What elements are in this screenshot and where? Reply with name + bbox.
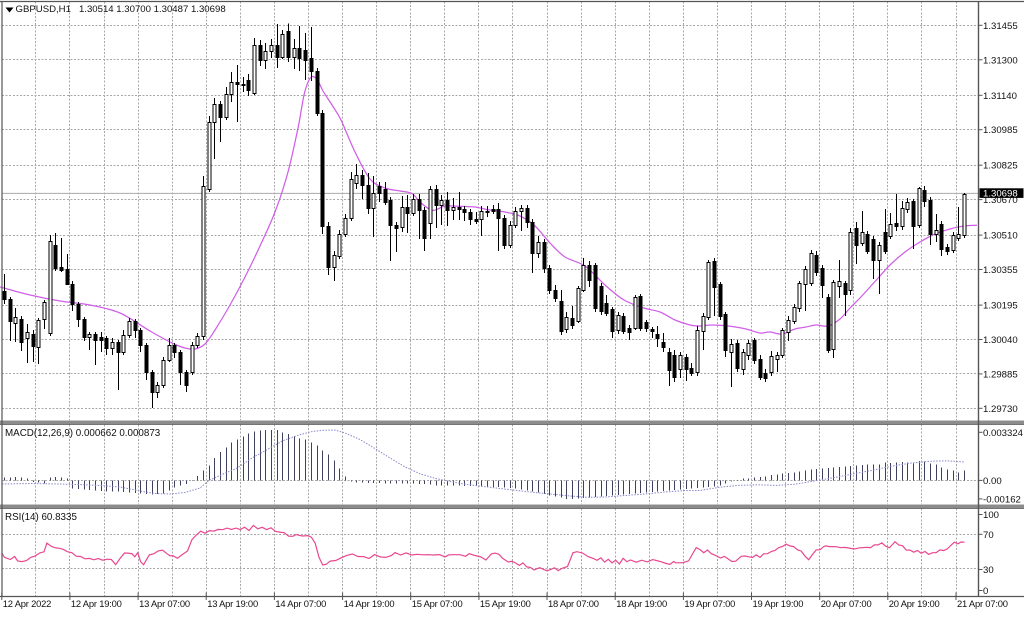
svg-text:12 Apr 19:00: 12 Apr 19:00: [71, 598, 122, 609]
svg-text:RSI(14) 60.8335: RSI(14) 60.8335: [5, 512, 77, 523]
svg-text:13 Apr 07:00: 13 Apr 07:00: [139, 598, 190, 609]
svg-text:70: 70: [983, 530, 994, 541]
svg-text:1.30825: 1.30825: [983, 161, 1018, 172]
svg-text:15 Apr 07:00: 15 Apr 07:00: [412, 598, 463, 609]
svg-text:0.003324: 0.003324: [983, 428, 1024, 439]
svg-text:GBPUSD,H1 1.30514 1.30700 1.: GBPUSD,H1 1.30514 1.30700 1.30487 1.3069…: [16, 4, 226, 15]
svg-text:12 Apr 2022: 12 Apr 2022: [3, 598, 51, 609]
svg-text:1.30355: 1.30355: [983, 265, 1018, 276]
svg-text:14 Apr 07:00: 14 Apr 07:00: [275, 598, 326, 609]
svg-text:14 Apr 19:00: 14 Apr 19:00: [344, 598, 395, 609]
svg-text:1.30040: 1.30040: [983, 335, 1018, 346]
svg-text:1.30698: 1.30698: [983, 189, 1018, 200]
svg-text:15 Apr 19:00: 15 Apr 19:00: [480, 598, 531, 609]
svg-text:1.30670: 1.30670: [983, 195, 1018, 206]
svg-text:18 Apr 19:00: 18 Apr 19:00: [616, 598, 667, 609]
svg-text:0.00: 0.00: [983, 476, 1002, 487]
svg-text:18 Apr 07:00: 18 Apr 07:00: [548, 598, 599, 609]
svg-text:1.31455: 1.31455: [983, 21, 1018, 32]
svg-text:1.30985: 1.30985: [983, 125, 1018, 136]
svg-text:1.29885: 1.29885: [983, 369, 1018, 380]
svg-text:1.30510: 1.30510: [983, 231, 1018, 242]
svg-text:19 Apr 19:00: 19 Apr 19:00: [753, 598, 804, 609]
svg-text:-0.00162: -0.00162: [983, 494, 1021, 505]
svg-text:19 Apr 07:00: 19 Apr 07:00: [684, 598, 735, 609]
svg-text:100: 100: [983, 510, 999, 521]
svg-text:13 Apr 19:00: 13 Apr 19:00: [207, 598, 258, 609]
svg-text:0: 0: [983, 586, 988, 597]
svg-text:1.29730: 1.29730: [983, 404, 1018, 415]
svg-text:1.31300: 1.31300: [983, 55, 1018, 66]
svg-text:1.30195: 1.30195: [983, 301, 1018, 312]
svg-text:30: 30: [983, 565, 994, 576]
svg-text:1.31140: 1.31140: [983, 91, 1017, 102]
svg-text:MACD(12,26,9) 0.000662 0.00087: MACD(12,26,9) 0.000662 0.000873: [5, 428, 161, 439]
svg-text:20 Apr 07:00: 20 Apr 07:00: [821, 598, 872, 609]
svg-text:20 Apr 19:00: 20 Apr 19:00: [889, 598, 940, 609]
svg-text:21 Apr 07:00: 21 Apr 07:00: [957, 598, 1008, 609]
